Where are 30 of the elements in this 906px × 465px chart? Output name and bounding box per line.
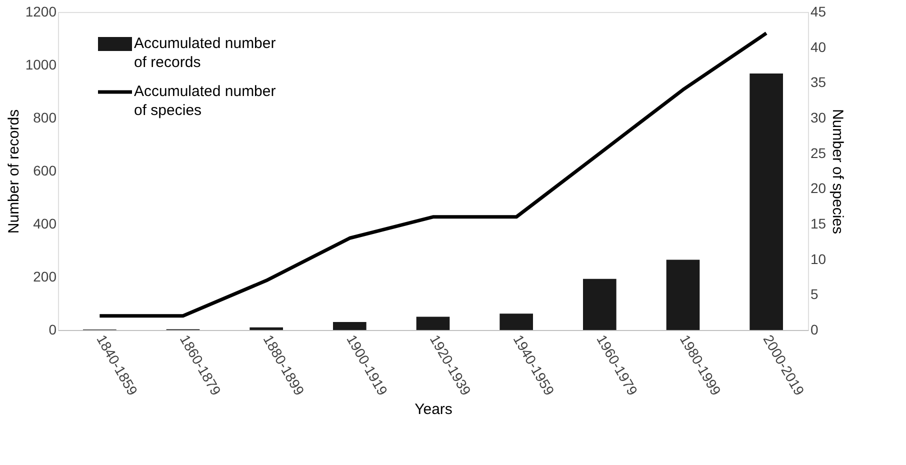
y2-tick-label: 30 bbox=[810, 110, 826, 126]
y-tick-label: 600 bbox=[33, 162, 57, 178]
y2-tick-label: 40 bbox=[810, 38, 826, 55]
y2-tick-label: 20 bbox=[810, 180, 826, 196]
legend-label: Accumulated number of species bbox=[134, 83, 276, 119]
y-tick-label: 200 bbox=[33, 268, 57, 284]
x-axis-title: Years bbox=[414, 400, 452, 418]
y2-tick-label: 15 bbox=[810, 216, 826, 232]
bar bbox=[750, 73, 783, 330]
y-tick-label: 0 bbox=[48, 322, 57, 338]
y-tick-label: 800 bbox=[33, 110, 57, 126]
line-series bbox=[98, 31, 768, 318]
y2-tick-label: 25 bbox=[810, 144, 826, 161]
y-axis-title: Number of records bbox=[5, 109, 22, 234]
y2-tick-label: 10 bbox=[810, 250, 826, 267]
y2-axis-title: Number of species bbox=[829, 108, 846, 234]
bar bbox=[250, 327, 283, 330]
bar bbox=[333, 322, 366, 330]
y2-tick-label: 45 bbox=[810, 4, 826, 20]
y-tick-label: 1000 bbox=[25, 56, 57, 72]
y2-tick-label: 5 bbox=[810, 286, 818, 302]
y-tick-label: 1200 bbox=[25, 4, 57, 20]
bar bbox=[416, 316, 450, 330]
y-tick-label: 400 bbox=[33, 216, 57, 232]
bar bbox=[500, 314, 533, 330]
bar bbox=[666, 260, 700, 330]
legend-label: Accumulated number of records bbox=[134, 35, 276, 71]
y2-tick-label: 0 bbox=[810, 322, 818, 338]
bar bbox=[583, 278, 616, 330]
y2-tick-label: 35 bbox=[810, 74, 826, 90]
